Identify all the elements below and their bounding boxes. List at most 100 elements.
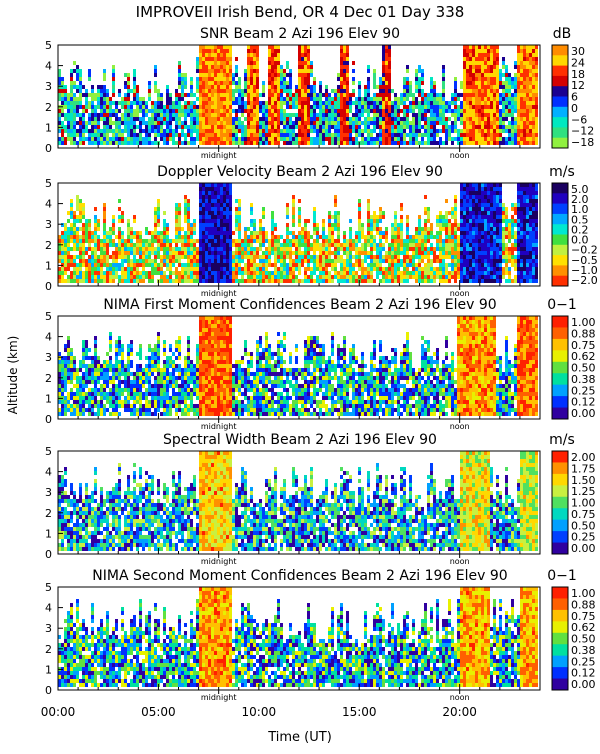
heatmap-cell: [199, 45, 202, 49]
heatmap-cell: [229, 133, 232, 137]
heatmap-cell: [328, 227, 331, 231]
heatmap-cell: [367, 239, 370, 243]
heatmap-cell: [394, 215, 397, 219]
heatmap-cell: [259, 259, 262, 263]
heatmap-cell: [358, 133, 361, 137]
heatmap-cell: [388, 49, 391, 53]
heatmap-cell: [307, 125, 310, 129]
heatmap-cell: [277, 89, 280, 93]
heatmap-cell: [430, 235, 433, 239]
heatmap-cell: [220, 133, 223, 137]
heatmap-cell: [67, 247, 70, 251]
heatmap-cell: [160, 137, 163, 141]
heatmap-cell: [334, 251, 337, 255]
heatmap-cell: [142, 129, 145, 133]
heatmap-cell: [427, 247, 430, 251]
heatmap-cell: [217, 187, 220, 191]
heatmap-cell: [316, 235, 319, 239]
heatmap-cell: [325, 279, 328, 283]
heatmap-cell: [157, 133, 160, 137]
heatmap-cell: [307, 259, 310, 263]
heatmap-cell: [178, 85, 181, 89]
heatmap-cell: [304, 129, 307, 133]
heatmap-cell: [70, 137, 73, 141]
heatmap-cell: [160, 255, 163, 259]
heatmap-cell: [451, 101, 454, 105]
heatmap-cell: [73, 267, 76, 271]
heatmap-cell: [238, 211, 241, 215]
heatmap-cell: [286, 211, 289, 215]
heatmap-cell: [79, 247, 82, 251]
heatmap-cell: [517, 125, 520, 129]
heatmap-cell: [124, 81, 127, 85]
heatmap-cell: [142, 243, 145, 247]
heatmap-cell: [148, 251, 151, 255]
heatmap-cell: [241, 267, 244, 271]
heatmap-cell: [436, 239, 439, 243]
heatmap-cell: [238, 263, 241, 267]
heatmap-cell: [373, 239, 376, 243]
heatmap-cell: [181, 105, 184, 109]
heatmap-cell: [313, 93, 316, 97]
heatmap-cell: [340, 61, 343, 65]
heatmap-cell: [451, 93, 454, 97]
heatmap-cell: [382, 211, 385, 215]
heatmap-cell: [187, 223, 190, 227]
heatmap-cell: [199, 121, 202, 125]
heatmap-cell: [199, 191, 202, 195]
heatmap-cell: [496, 45, 499, 49]
heatmap-cell: [454, 231, 457, 235]
heatmap-cell: [271, 105, 274, 109]
heatmap-cell: [448, 219, 451, 223]
heatmap-cell: [193, 219, 196, 223]
heatmap-cell: [463, 239, 466, 243]
heatmap-cell: [160, 259, 163, 263]
heatmap-cell: [274, 65, 277, 69]
heatmap-cell: [286, 61, 289, 65]
heatmap-cell: [226, 231, 229, 235]
heatmap-cell: [307, 219, 310, 223]
heatmap-cell: [118, 219, 121, 223]
heatmap-cell: [358, 251, 361, 255]
heatmap-cell: [127, 267, 130, 271]
heatmap-cell: [94, 227, 97, 231]
heatmap-cell: [475, 195, 478, 199]
heatmap-cell: [406, 117, 409, 121]
heatmap-cell: [340, 105, 343, 109]
heatmap-cell: [121, 231, 124, 235]
heatmap-cell: [151, 117, 154, 121]
heatmap-cell: [136, 235, 139, 239]
heatmap-cell: [379, 85, 382, 89]
heatmap-cell: [349, 243, 352, 247]
heatmap-cell: [529, 133, 532, 137]
heatmap-cell: [277, 61, 280, 65]
heatmap-cell: [271, 235, 274, 239]
heatmap-cell: [391, 243, 394, 247]
heatmap-cell: [154, 231, 157, 235]
heatmap-cell: [211, 61, 214, 65]
heatmap-cell: [391, 223, 394, 227]
heatmap-cell: [235, 215, 238, 219]
heatmap-cell: [121, 271, 124, 275]
heatmap-cell: [277, 121, 280, 125]
heatmap-cell: [526, 97, 529, 101]
heatmap-cell: [250, 85, 253, 89]
heatmap-cell: [532, 57, 535, 61]
heatmap-cell: [319, 89, 322, 93]
heatmap-cell: [415, 81, 418, 85]
heatmap-cell: [127, 105, 130, 109]
heatmap-cell: [418, 279, 421, 283]
heatmap-cell: [214, 243, 217, 247]
heatmap-cell: [430, 113, 433, 117]
heatmap-cell: [211, 101, 214, 105]
heatmap-cell: [475, 113, 478, 117]
heatmap-cell: [286, 73, 289, 77]
heatmap-cell: [379, 93, 382, 97]
heatmap-cell: [310, 271, 313, 275]
heatmap-cell: [514, 97, 517, 101]
heatmap-cell: [100, 243, 103, 247]
heatmap-cell: [481, 97, 484, 101]
heatmap-cell: [145, 275, 148, 279]
heatmap-cell: [187, 199, 190, 203]
heatmap-cell: [169, 279, 172, 283]
